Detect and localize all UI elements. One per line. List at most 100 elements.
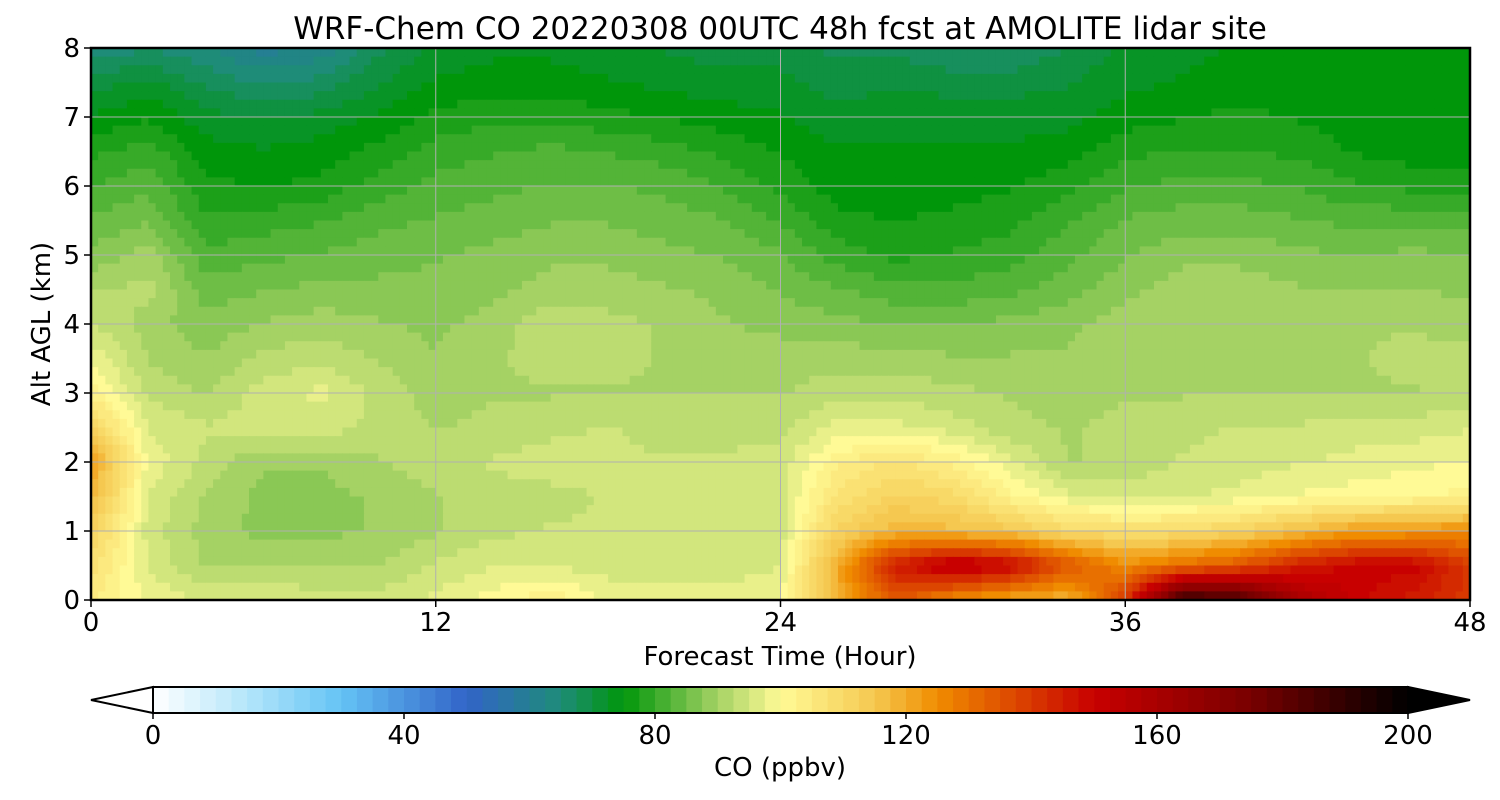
colorbar-band: [1078, 687, 1095, 713]
colorbar-band: [1329, 687, 1346, 713]
colorbar-band: [560, 687, 578, 713]
colorbar-band: [686, 687, 703, 713]
colorbar-band: [937, 687, 954, 713]
colorbar-band: [1313, 687, 1331, 713]
colorbar-band: [733, 687, 750, 713]
colorbar-band: [325, 687, 342, 713]
colorbar-band: [796, 687, 813, 713]
y-tick-label: 2: [63, 448, 80, 478]
colorbar-band: [372, 687, 389, 713]
x-axis: 0 12 24 36 48: [83, 600, 1487, 638]
colorbar-band: [1125, 687, 1142, 713]
x-tick-label: 0: [83, 608, 100, 638]
colorbar-band: [717, 687, 734, 713]
colorbar-band: [247, 687, 264, 713]
colorbar-tick-label: 80: [638, 721, 671, 751]
colorbar-band: [200, 687, 217, 713]
y-tick-label: 1: [63, 517, 80, 547]
x-tick-label: 36: [1109, 608, 1142, 638]
colorbar-band: [168, 687, 185, 713]
colorbar-band: [1062, 687, 1080, 713]
colorbar-band: [1360, 687, 1378, 713]
colorbar-band: [498, 687, 515, 713]
colorbar-band: [1219, 687, 1236, 713]
colorbar-band: [984, 687, 1001, 713]
colorbar-band: [576, 687, 593, 713]
colorbar-band: [529, 687, 546, 713]
colorbar-band: [513, 687, 530, 713]
colorbar-band: [419, 687, 436, 713]
x-tick-label: 48: [1453, 608, 1486, 638]
colorbar-band: [1157, 687, 1174, 713]
y-tick-label: 4: [63, 310, 80, 340]
colorbar-band: [231, 687, 248, 713]
colorbar-band: [607, 687, 625, 713]
colorbar-band: [858, 687, 876, 713]
colorbar-band: [153, 687, 170, 713]
colorbar-band: [874, 687, 891, 713]
colorbar-band: [309, 687, 327, 713]
colorbar-band: [749, 687, 766, 713]
colorbar-band: [921, 687, 938, 713]
y-tick-label: 7: [63, 103, 80, 133]
colorbar-band: [404, 687, 421, 713]
colorbar-band: [482, 687, 499, 713]
x-tick-label: 12: [419, 608, 452, 638]
colorbar-tick-label: 200: [1383, 721, 1433, 751]
colorbar-band: [1109, 687, 1127, 713]
colorbar-band: [1047, 687, 1064, 713]
colorbar-band: [1015, 687, 1032, 713]
colorbar-tick-label: 0: [145, 721, 162, 751]
colorbar-band: [341, 687, 358, 713]
colorbar-bands: [153, 687, 1409, 713]
colorbar-band: [1235, 687, 1252, 713]
y-axis-label: Alt AGL (km): [27, 242, 57, 406]
colorbar-band: [1298, 687, 1315, 713]
x-axis-label: Forecast Time (Hour): [643, 642, 916, 672]
colorbar-band: [1392, 687, 1409, 713]
colorbar-band: [388, 687, 405, 713]
colorbar-band: [1282, 687, 1299, 713]
y-tick-label: 3: [63, 379, 80, 409]
colorbar-min-extension: [90, 685, 154, 715]
colorbar-band: [262, 687, 279, 713]
colorbar-band: [1141, 687, 1158, 713]
colorbar-band: [435, 687, 452, 713]
colorbar-band: [780, 687, 797, 713]
colorbar: 0 40 80 120 160 200 CO (ppbv): [90, 685, 1471, 783]
plot-area: [89, 46, 1472, 602]
colorbar-band: [968, 687, 985, 713]
y-tick-label: 5: [63, 241, 80, 271]
colorbar-band: [843, 687, 860, 713]
colorbar-band: [1094, 687, 1111, 713]
colorbar-band: [639, 687, 656, 713]
colorbar-band: [890, 687, 907, 713]
colorbar-band: [1188, 687, 1205, 713]
colorbar-band: [592, 687, 609, 713]
heatmap: [91, 48, 1470, 600]
colorbar-band: [764, 687, 781, 713]
colorbar-max-extension: [1407, 685, 1471, 715]
colorbar-band: [702, 687, 719, 713]
colorbar-frame: [152, 686, 1409, 714]
colorbar-tick-label: 40: [387, 721, 420, 751]
colorbar-band: [953, 687, 970, 713]
y-tick-label: 0: [63, 586, 80, 616]
colorbar-band: [623, 687, 640, 713]
y-axis: 0 1 2 3 4 5 6 7 8: [63, 34, 91, 616]
colorbar-ticks: 0 40 80 120 160 200: [145, 713, 1433, 751]
colorbar-band: [1345, 687, 1362, 713]
colorbar-band: [215, 687, 232, 713]
colorbar-tick-label: 160: [1132, 721, 1182, 751]
colorbar-band: [278, 687, 295, 713]
chart-title: WRF-Chem CO 20220308 00UTC 48h fcst at A…: [293, 11, 1267, 47]
colorbar-band: [1172, 687, 1189, 713]
colorbar-band: [451, 687, 468, 713]
colorbar-band: [184, 687, 201, 713]
colorbar-band: [655, 687, 672, 713]
colorbar-band: [1031, 687, 1048, 713]
colorbar-band: [1204, 687, 1221, 713]
colorbar-band: [1266, 687, 1283, 713]
colorbar-band: [466, 687, 483, 713]
